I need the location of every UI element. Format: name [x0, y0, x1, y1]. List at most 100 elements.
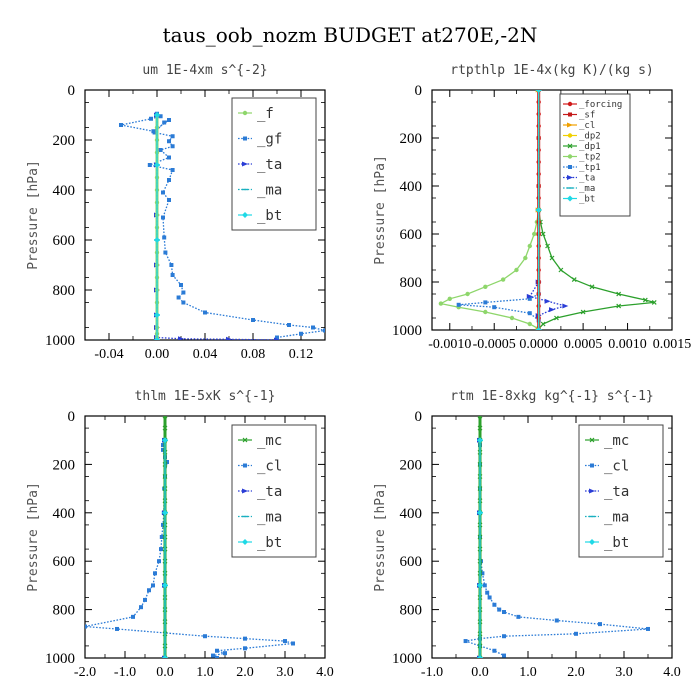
data-point: [154, 337, 160, 340]
data-point: [549, 255, 555, 261]
data-point: [215, 656, 219, 658]
data-point: [616, 303, 622, 309]
y-tick-label: 200: [53, 133, 76, 149]
data-point: [554, 618, 559, 623]
y-tick-label: 400: [400, 506, 423, 522]
data-point: [492, 648, 497, 653]
data-point: [139, 605, 143, 610]
data-point: [149, 116, 153, 121]
data-point: [158, 148, 163, 152]
panel-title: rtm 1E-8xkg kg^{-1} s^{-1}: [450, 389, 654, 404]
y-tick-label: 1000: [45, 333, 75, 349]
legend-marker: [568, 112, 572, 117]
series-line-cl: [85, 445, 294, 658]
data-point: [527, 296, 532, 301]
legend-label: _mc: [257, 433, 282, 449]
legend-label: _bt: [579, 195, 595, 205]
y-tick-label: 200: [400, 131, 423, 147]
data-point: [502, 610, 506, 615]
legend-label: _sf: [579, 111, 595, 121]
series-group: [463, 416, 650, 658]
data-point: [516, 614, 521, 619]
data-point: [526, 293, 533, 299]
legend-label: _ma: [579, 184, 595, 194]
legend: _mc _cl _ta _ma _bt: [231, 424, 317, 558]
data-point: [161, 190, 165, 195]
data-point: [500, 277, 506, 282]
data-point: [203, 634, 207, 639]
data-point: [147, 588, 151, 593]
data-point: [151, 583, 155, 588]
y-tick-label: 800: [53, 603, 76, 619]
data-point: [477, 416, 483, 419]
data-point: [502, 634, 506, 639]
data-point: [482, 583, 487, 588]
data-point: [545, 243, 550, 249]
legend-label: _f: [257, 106, 274, 122]
data-point: [274, 337, 280, 340]
data-point: [487, 595, 492, 600]
y-tick-label: 1000: [392, 651, 422, 667]
x-tick-label: 4.0: [663, 665, 681, 680]
x-tick-label: 0.0005: [564, 337, 603, 352]
data-point: [211, 653, 215, 658]
x-tick-label: 3.0: [276, 665, 294, 680]
legend-marker: [567, 101, 573, 107]
data-point: [163, 250, 168, 255]
legend-label: _bt: [257, 535, 282, 551]
x-tick-label: -2.0: [74, 665, 96, 680]
data-point: [287, 323, 291, 327]
data-point: [170, 134, 175, 139]
data-point: [554, 315, 559, 321]
data-point: [161, 215, 165, 220]
data-point: [616, 291, 622, 297]
data-point: [119, 123, 123, 127]
data-point: [179, 283, 183, 287]
data-point: [162, 235, 167, 240]
data-point: [170, 273, 175, 277]
series-line-tp2: [439, 209, 540, 330]
legend-marker: [590, 463, 594, 468]
y-tick-label: 800: [400, 275, 423, 291]
data-point: [483, 284, 488, 289]
panel-title: um 1E-4xm s^{-2}: [142, 63, 267, 78]
data-point: [243, 646, 247, 651]
data-point: [523, 255, 528, 261]
x-tick-label: 0.0: [471, 665, 489, 680]
y-tick-label: 1000: [392, 323, 422, 339]
legend-label: _ma: [604, 510, 629, 526]
data-point: [162, 582, 168, 589]
legend-label: _ta: [604, 484, 629, 500]
legend-marker: [242, 488, 248, 494]
data-point: [574, 631, 578, 636]
legend-marker: [567, 143, 573, 149]
data-point: [465, 291, 470, 297]
data-point: [170, 144, 175, 149]
y-tick-label: 800: [53, 283, 76, 299]
panel-3: thlm 1E-5xK s^{-1} Pressure [hPa] 0 200 400 6…: [26, 389, 334, 680]
data-point: [299, 331, 303, 336]
y-tick-label: 600: [53, 233, 76, 249]
data-point: [203, 310, 207, 315]
legend-marker: [567, 175, 573, 180]
data-point: [492, 602, 497, 607]
legend-label: _dp2: [579, 132, 601, 142]
data-point: [165, 459, 169, 464]
x-tick-label: 1.0: [519, 665, 537, 680]
data-point: [549, 307, 555, 313]
data-point: [532, 231, 537, 237]
series-group: [85, 416, 295, 658]
panel-1: um 1E-4xm s^{-2} Pressure [hPa] 0 200 400 600…: [26, 63, 326, 362]
data-point: [492, 305, 497, 310]
data-point: [157, 559, 161, 564]
data-point: [535, 90, 542, 93]
data-point: [642, 297, 648, 303]
legend-label: _ta: [257, 157, 282, 173]
legend-marker: [243, 463, 247, 468]
legend-marker: [567, 195, 573, 202]
data-point: [251, 318, 255, 322]
series-line-gf: [120, 113, 325, 339]
legend-marker: [242, 437, 248, 443]
data-point: [540, 321, 546, 327]
